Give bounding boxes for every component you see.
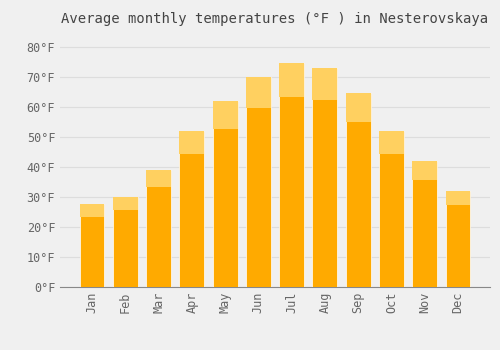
Bar [346, 93, 370, 122]
Bar [346, 93, 370, 287]
Bar [246, 77, 271, 287]
Bar [212, 101, 238, 128]
Bar [379, 131, 404, 287]
Bar [146, 170, 171, 287]
Bar [312, 68, 338, 100]
Bar [446, 191, 470, 287]
Bar [113, 197, 138, 287]
Bar [379, 131, 404, 154]
Bar [312, 68, 338, 287]
Bar [212, 101, 238, 287]
Bar [146, 170, 171, 187]
Bar [412, 161, 437, 180]
Bar [180, 131, 204, 287]
Bar [180, 131, 204, 154]
Bar [246, 77, 271, 108]
Bar [113, 197, 138, 210]
Title: Average monthly temperatures (°F ) in Nesterovskaya: Average monthly temperatures (°F ) in Ne… [62, 12, 488, 26]
Bar [279, 63, 304, 97]
Bar [279, 63, 304, 287]
Bar [80, 204, 104, 217]
Bar [412, 161, 437, 287]
Bar [80, 204, 104, 287]
Bar [446, 191, 470, 205]
